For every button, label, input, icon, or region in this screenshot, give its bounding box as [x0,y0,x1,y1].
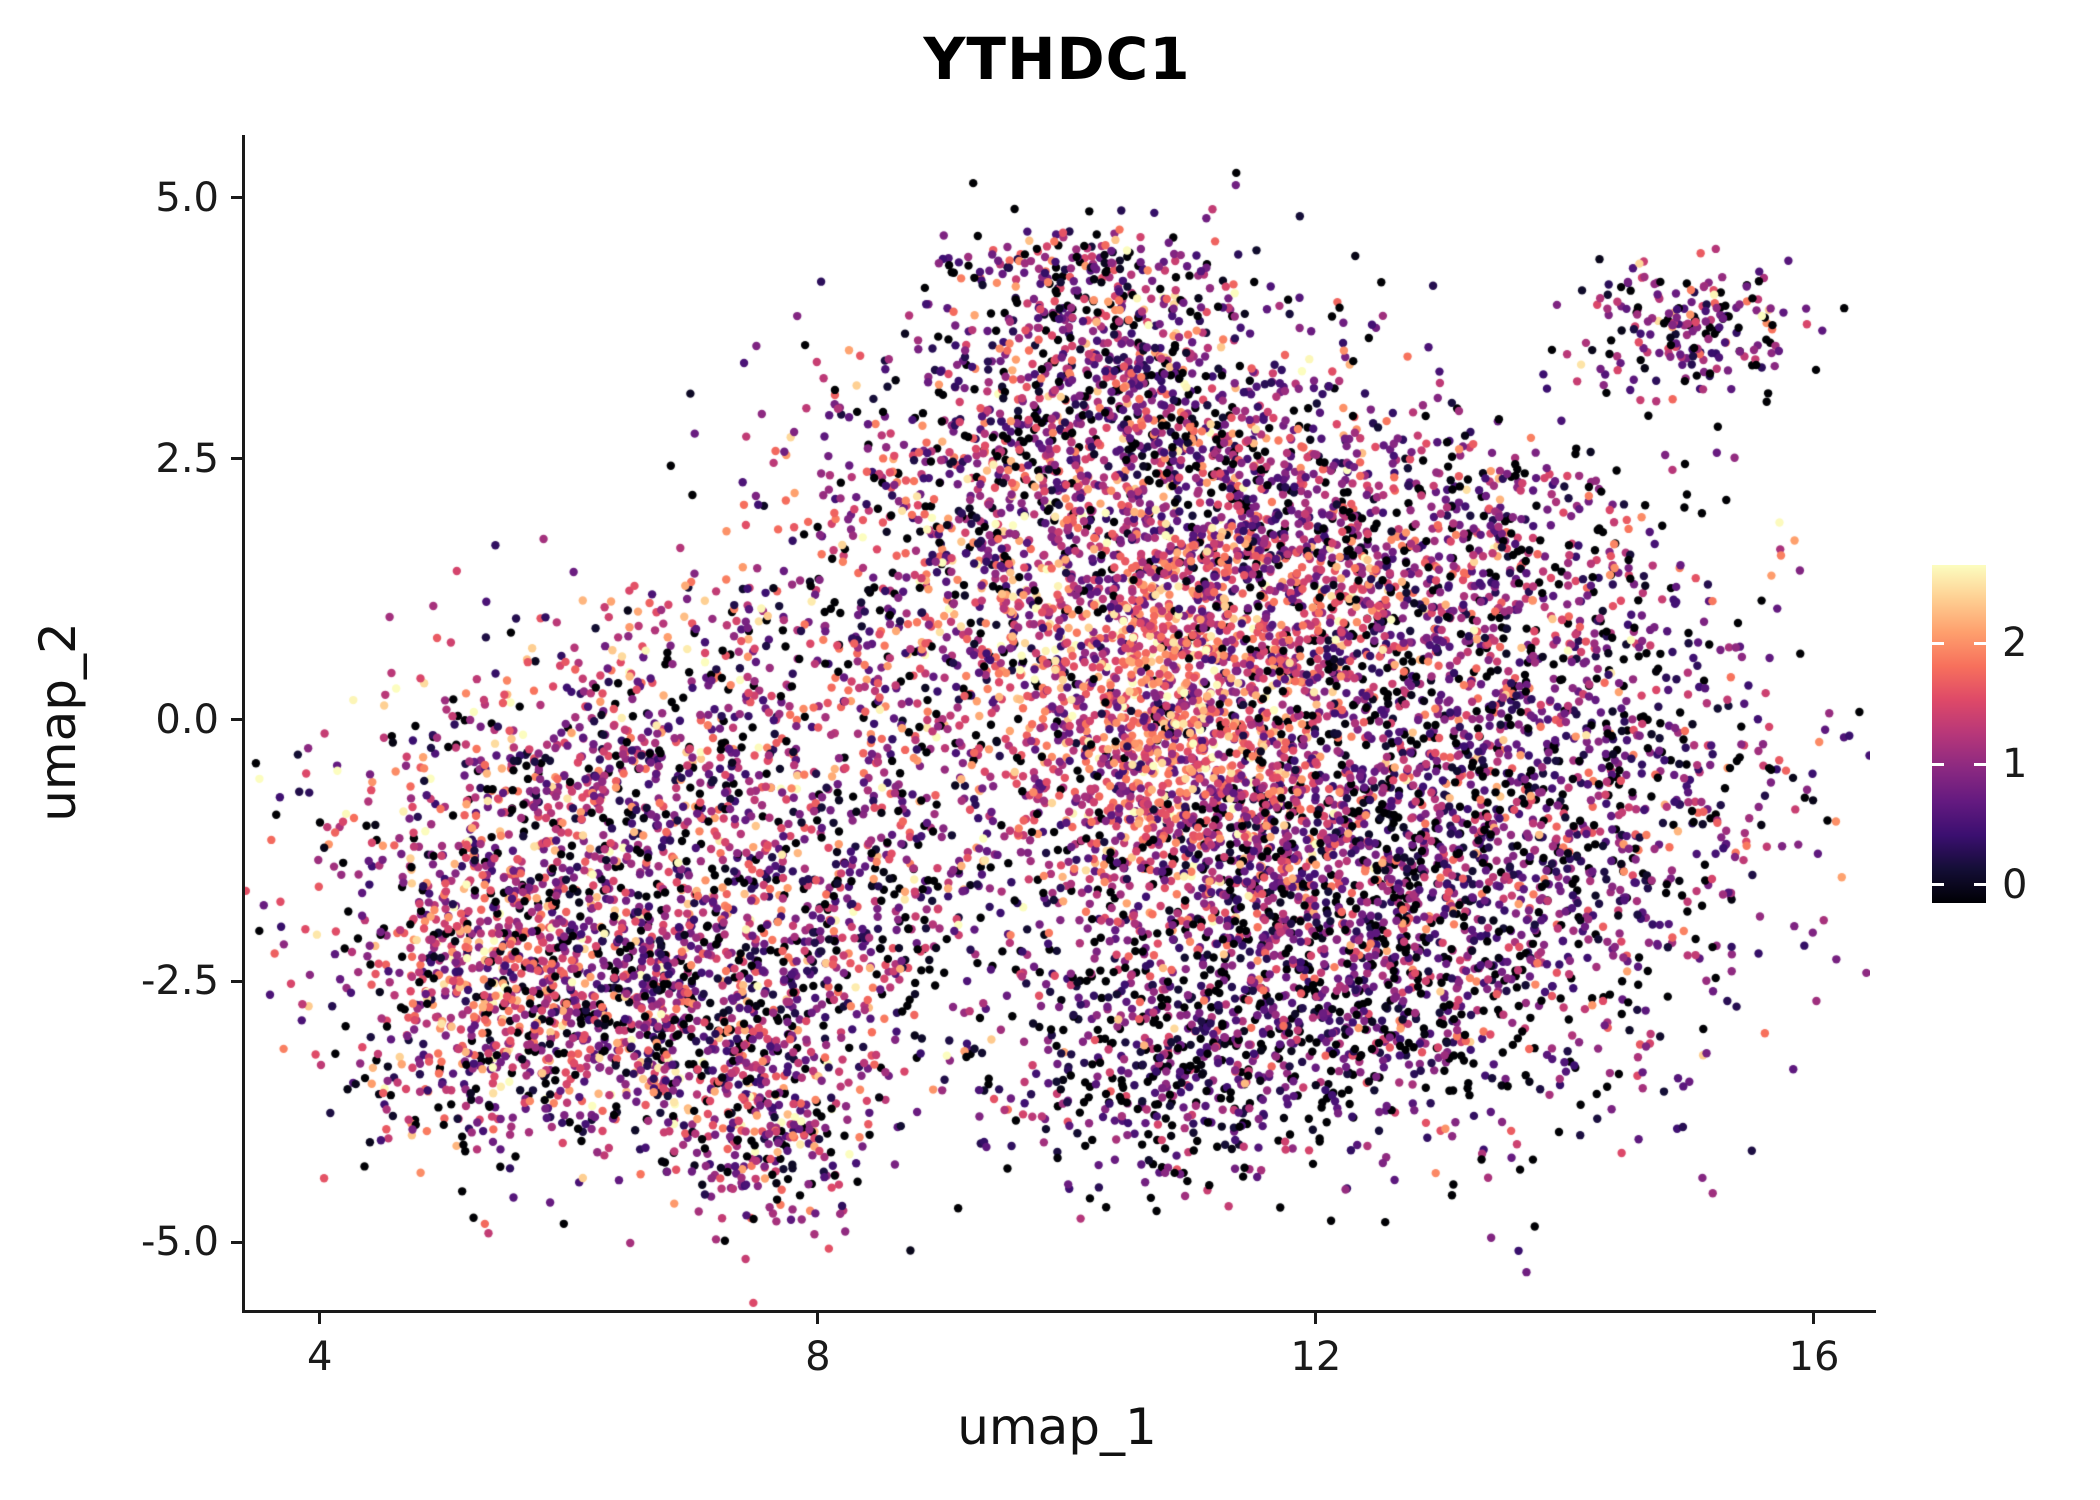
colorbar-tick-mark [1974,883,1986,887]
x-axis-tick-mark [1812,1310,1816,1324]
x-axis-line [242,1310,1876,1313]
colorbar-tick-mark [1932,641,1944,645]
y-axis-tick-mark [231,979,245,983]
y-axis-tick-label: -2.5 [140,958,219,1004]
x-axis-tick-label: 16 [1788,1334,1840,1380]
plot-panel [245,135,1870,1310]
colorbar-tick-mark [1932,883,1944,887]
y-axis-tick-mark [231,196,245,200]
x-axis-tick-mark [1314,1310,1318,1324]
colorbar-tick-label: 2 [2002,620,2028,667]
x-axis-label: umap_1 [957,1398,1157,1456]
plot-title: YTHDC1 [923,25,1191,93]
scatter-canvas [245,135,1870,1310]
y-axis-tick-mark [231,1240,245,1244]
y-axis-tick-label: -5.0 [140,1219,219,1266]
x-axis-tick-label: 12 [1290,1334,1342,1380]
colorbar-gradient [1932,565,1986,903]
colorbar-tick-label: 1 [2002,741,2028,788]
colorbar [1932,565,1986,903]
x-axis-tick-mark [816,1310,820,1324]
colorbar-tick-mark [1974,641,1986,645]
colorbar-tick-label: 0 [2002,861,2028,908]
x-axis-tick-label: 8 [805,1334,831,1380]
colorbar-tick-mark [1932,762,1944,766]
x-axis-tick-label: 4 [306,1334,333,1380]
y-axis-tick-mark [231,457,245,461]
y-axis-tick-label: 0.0 [155,696,219,743]
x-axis-tick-mark [318,1310,322,1324]
y-axis-tick-mark [231,718,245,722]
y-axis-tick-label: 2.5 [155,435,219,482]
y-axis-line [242,135,245,1313]
y-axis-label: umap_2 [29,622,87,822]
y-axis-tick-label: 5.0 [155,174,219,221]
colorbar-tick-mark [1974,762,1986,766]
